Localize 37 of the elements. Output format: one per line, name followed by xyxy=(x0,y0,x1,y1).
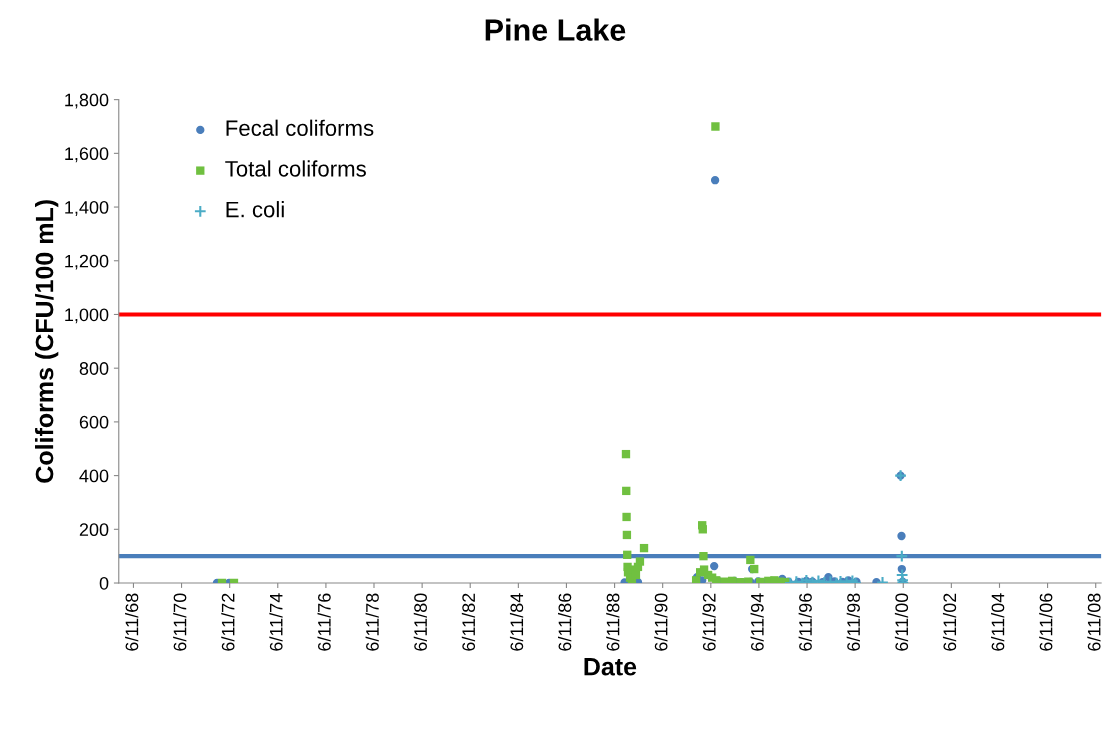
x-tick-label: 6/11/04 xyxy=(991,593,1005,651)
y-tick-label: 600 xyxy=(79,415,109,429)
x-axis-title: Date xyxy=(584,658,637,676)
x-tick-label: 6/11/78 xyxy=(365,593,379,651)
legend-label: Total coliforms xyxy=(225,160,366,177)
x-tick-label: 6/11/88 xyxy=(606,593,620,651)
y-tick-label: 1,400 xyxy=(65,200,109,216)
x-tick-label: 6/11/80 xyxy=(413,593,427,651)
x-tick-label: 6/11/92 xyxy=(702,593,716,651)
x-tick-label: 6/11/96 xyxy=(798,593,812,651)
legend-label: Fecal coliforms xyxy=(226,119,374,136)
x-tick-label: 6/11/00 xyxy=(894,593,909,651)
x-tick-label: 6/11/84 xyxy=(509,593,524,651)
x-tick-label: 6/11/06 xyxy=(1039,593,1053,651)
x-tick-label: 6/11/94 xyxy=(750,593,764,651)
x-tick-label: 6/11/74 xyxy=(269,593,283,651)
chart-title: Pine Lake xyxy=(485,18,626,41)
x-tick-label: 6/11/70 xyxy=(173,593,187,651)
x-tick-label: 6/11/82 xyxy=(461,593,476,651)
y-tick-label: 800 xyxy=(79,362,109,375)
y-tick-label: 400 xyxy=(79,469,109,483)
legend-label: E. coli xyxy=(226,201,284,218)
y-tick-label: 1,800 xyxy=(65,93,109,109)
x-tick-label: 6/11/02 xyxy=(942,593,957,651)
y-tick-label: 1,000 xyxy=(65,308,109,324)
y-axis-title: Coliforms (CFU/100 mL) xyxy=(35,200,59,483)
x-tick-label: 6/11/68 xyxy=(125,593,139,651)
x-tick-label: 6/11/08 xyxy=(1087,593,1101,651)
x-tick-label: 6/11/72 xyxy=(221,593,235,651)
x-tick-label: 6/11/86 xyxy=(558,593,572,651)
y-tick-label: 1,600 xyxy=(65,147,109,163)
x-tick-label: 6/11/98 xyxy=(846,593,860,651)
y-tick-label: 1,200 xyxy=(65,254,109,270)
x-tick-label: 6/11/90 xyxy=(654,593,668,651)
y-tick-label: 200 xyxy=(79,523,109,537)
x-tick-label: 6/11/76 xyxy=(317,593,331,651)
y-tick-label: 0 xyxy=(99,576,109,590)
